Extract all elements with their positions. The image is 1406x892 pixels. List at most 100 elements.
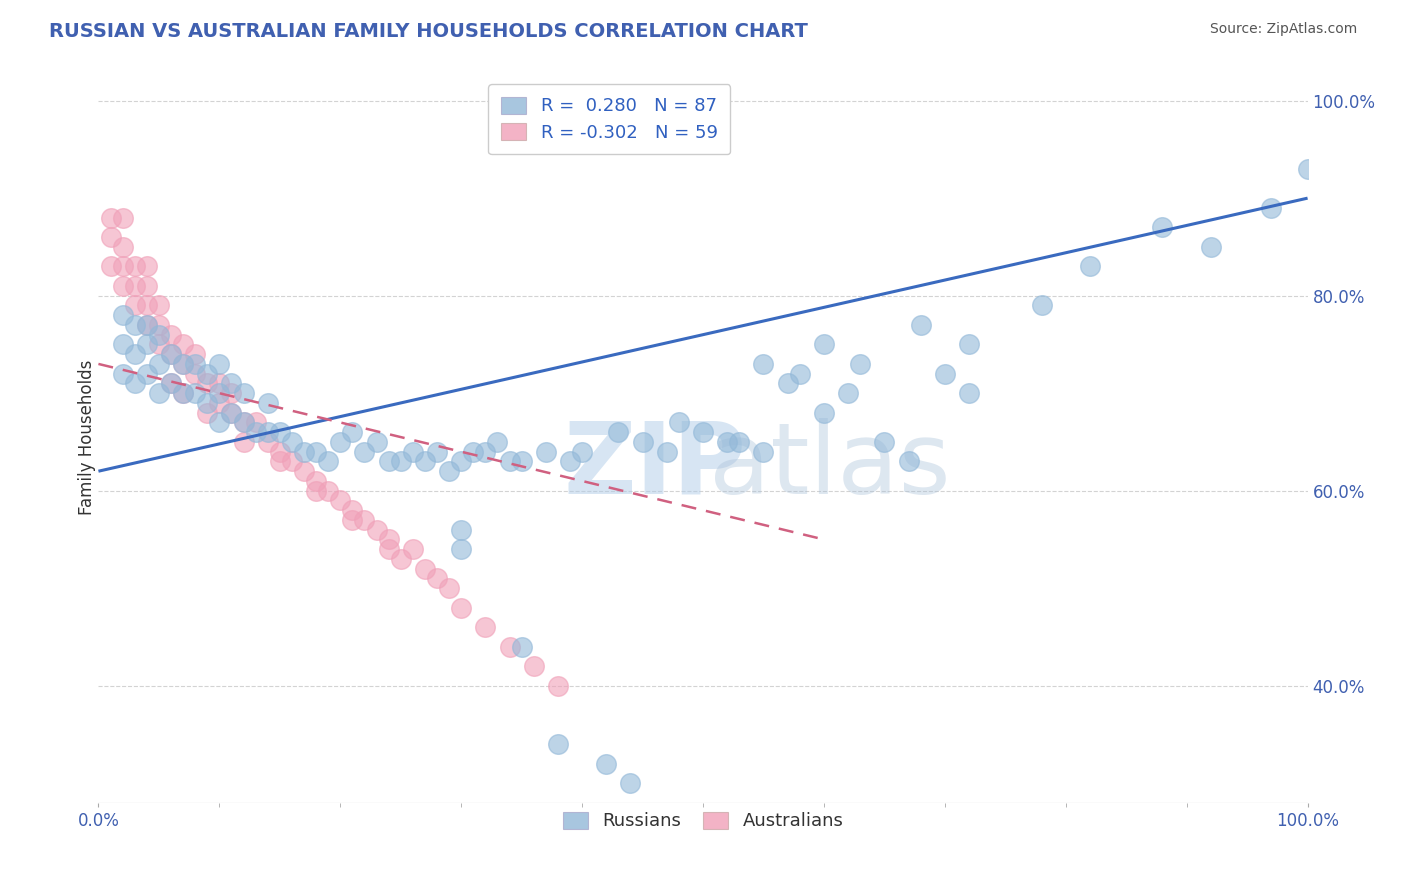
- Point: [534, 444, 557, 458]
- Point: [619, 776, 641, 790]
- Point: [100, 211, 122, 225]
- Text: atlas: atlas: [709, 417, 950, 515]
- Point: [221, 376, 243, 391]
- Point: [148, 337, 170, 351]
- Point: [342, 513, 364, 527]
- Point: [402, 444, 425, 458]
- Point: [135, 298, 157, 312]
- Point: [232, 416, 254, 430]
- Point: [148, 318, 170, 332]
- Point: [305, 474, 328, 488]
- Point: [195, 406, 218, 420]
- Point: [172, 337, 194, 351]
- Point: [124, 347, 146, 361]
- Legend: Russians, Australians: Russians, Australians: [555, 805, 851, 838]
- Point: [402, 542, 425, 557]
- Point: [208, 386, 231, 401]
- Point: [305, 444, 328, 458]
- Point: [510, 640, 533, 654]
- Point: [523, 659, 546, 673]
- Point: [281, 434, 304, 449]
- Point: [558, 454, 581, 468]
- Point: [124, 260, 146, 274]
- Point: [245, 425, 267, 440]
- Point: [208, 416, 231, 430]
- Point: [232, 416, 254, 430]
- Point: [510, 454, 533, 468]
- Point: [377, 533, 399, 547]
- Point: [463, 444, 485, 458]
- Point: [232, 386, 254, 401]
- Point: [111, 367, 134, 381]
- Point: [195, 396, 218, 410]
- Point: [172, 386, 194, 401]
- Point: [342, 425, 364, 440]
- Point: [245, 416, 267, 430]
- Point: [221, 386, 243, 401]
- Point: [450, 542, 472, 557]
- Point: [135, 318, 157, 332]
- Point: [1260, 201, 1282, 215]
- Point: [849, 357, 872, 371]
- Point: [111, 260, 134, 274]
- Point: [728, 434, 751, 449]
- Point: [111, 337, 134, 351]
- Point: [148, 327, 170, 342]
- Point: [450, 600, 472, 615]
- Y-axis label: Family Households: Family Households: [79, 359, 96, 515]
- Point: [329, 493, 352, 508]
- Point: [716, 434, 738, 449]
- Point: [498, 454, 520, 468]
- Text: RUSSIAN VS AUSTRALIAN FAMILY HOUSEHOLDS CORRELATION CHART: RUSSIAN VS AUSTRALIAN FAMILY HOUSEHOLDS …: [49, 22, 808, 41]
- Point: [208, 357, 231, 371]
- Point: [366, 434, 388, 449]
- Point: [873, 434, 896, 449]
- Point: [160, 376, 183, 391]
- Point: [789, 367, 811, 381]
- Point: [135, 279, 157, 293]
- Point: [111, 308, 134, 322]
- Point: [1296, 161, 1319, 176]
- Point: [316, 483, 339, 498]
- Point: [607, 425, 630, 440]
- Point: [366, 523, 388, 537]
- Point: [269, 444, 291, 458]
- Point: [668, 416, 690, 430]
- Point: [195, 367, 218, 381]
- Point: [316, 454, 339, 468]
- Point: [160, 347, 183, 361]
- Point: [389, 454, 412, 468]
- Point: [1199, 240, 1222, 254]
- Point: [221, 406, 243, 420]
- Point: [135, 367, 157, 381]
- Point: [692, 425, 714, 440]
- Point: [377, 542, 399, 557]
- Point: [172, 357, 194, 371]
- Text: Source: ZipAtlas.com: Source: ZipAtlas.com: [1209, 22, 1357, 37]
- Point: [897, 454, 920, 468]
- Point: [148, 357, 170, 371]
- Point: [232, 434, 254, 449]
- Point: [837, 386, 859, 401]
- Point: [256, 396, 278, 410]
- Text: ZIP: ZIP: [564, 417, 747, 515]
- Point: [208, 396, 231, 410]
- Point: [752, 444, 775, 458]
- Point: [498, 640, 520, 654]
- Point: [776, 376, 799, 391]
- Point: [957, 386, 980, 401]
- Point: [631, 434, 654, 449]
- Point: [595, 756, 617, 771]
- Point: [148, 386, 170, 401]
- Point: [292, 464, 315, 478]
- Point: [256, 434, 278, 449]
- Point: [124, 279, 146, 293]
- Point: [437, 464, 460, 478]
- Point: [100, 260, 122, 274]
- Point: [655, 444, 678, 458]
- Point: [389, 552, 412, 566]
- Point: [135, 318, 157, 332]
- Point: [160, 327, 183, 342]
- Point: [305, 483, 328, 498]
- Point: [377, 454, 399, 468]
